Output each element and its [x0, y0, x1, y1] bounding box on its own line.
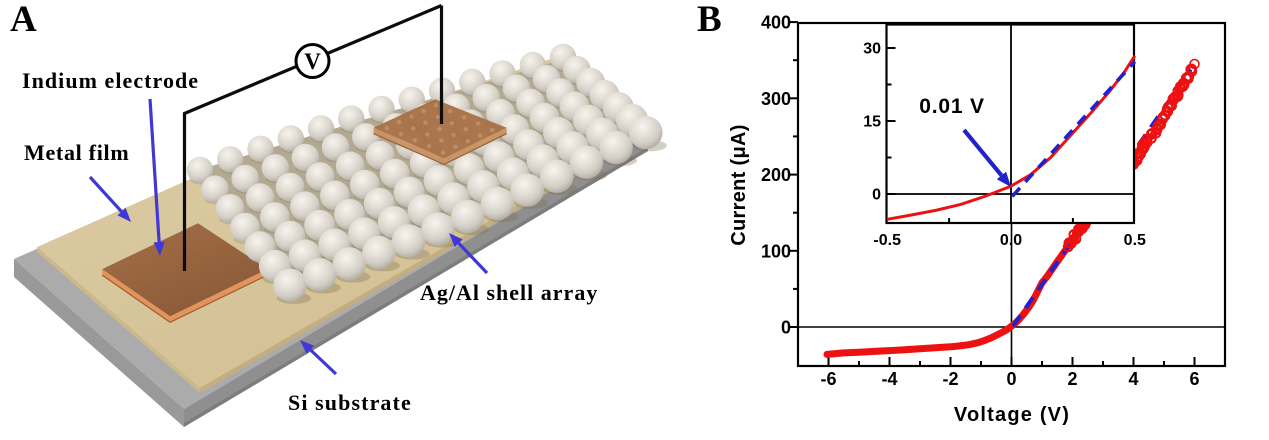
svg-text:Ag/Al shell array: Ag/Al shell array	[420, 280, 598, 305]
svg-text:-6: -6	[820, 369, 836, 389]
svg-text:400: 400	[761, 13, 791, 33]
svg-text:Voltage (V): Voltage (V)	[954, 404, 1070, 426]
svg-text:100: 100	[761, 241, 791, 261]
svg-text:0: 0	[781, 318, 791, 338]
svg-text:0.01 V: 0.01 V	[919, 95, 985, 118]
svg-text:V: V	[304, 49, 321, 74]
svg-text:-0.5: -0.5	[873, 232, 901, 249]
svg-text:Indium electrode: Indium electrode	[22, 68, 199, 93]
svg-text:0: 0	[872, 187, 881, 204]
svg-text:6: 6	[1189, 369, 1199, 389]
svg-text:-2: -2	[942, 369, 958, 389]
svg-text:0: 0	[1006, 369, 1016, 389]
svg-text:30: 30	[863, 41, 881, 58]
svg-text:200: 200	[761, 165, 791, 185]
svg-text:2: 2	[1067, 369, 1077, 389]
svg-text:0.0: 0.0	[1000, 232, 1022, 249]
svg-text:A: A	[10, 0, 37, 40]
svg-text:300: 300	[761, 89, 791, 109]
svg-text:Metal film: Metal film	[24, 140, 129, 165]
svg-text:Current (μA): Current (μA)	[728, 124, 750, 245]
svg-text:4: 4	[1128, 369, 1138, 389]
svg-text:15: 15	[863, 114, 881, 131]
svg-text:0.5: 0.5	[1124, 232, 1146, 249]
svg-text:B: B	[697, 0, 722, 40]
svg-text:-4: -4	[881, 369, 897, 389]
svg-text:Si substrate: Si substrate	[288, 390, 412, 415]
